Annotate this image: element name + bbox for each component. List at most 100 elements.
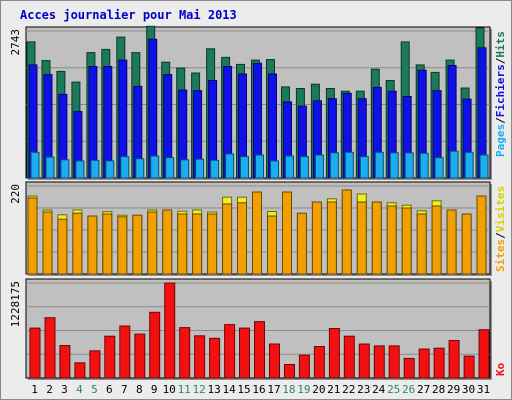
legend-pages: Pages	[494, 124, 507, 157]
traffic-legend: Pages/Fichiers/Hits	[494, 31, 507, 157]
day-label: 16	[252, 383, 265, 396]
bar-ko	[418, 348, 430, 379]
legend-separator: /	[494, 117, 507, 124]
panel-visits: 220	[9, 181, 492, 276]
day-label: 5	[91, 383, 98, 396]
day-label: 8	[136, 383, 143, 396]
max-tick-label: 220	[9, 184, 22, 204]
bar-ko	[478, 329, 490, 379]
bar-pages	[314, 154, 324, 179]
bar-pages	[105, 160, 115, 179]
chart-title: Acces journalier pour Mai 2013	[20, 8, 237, 22]
max-tick-label: 1228175	[9, 281, 22, 327]
bar-ko	[59, 345, 71, 379]
panel-traffic: 2743	[9, 25, 492, 180]
bar-pages	[75, 160, 85, 179]
bar-sites	[42, 211, 53, 275]
bar-sites	[162, 209, 173, 275]
visits-legend: Sites/Visites	[494, 186, 507, 272]
bar-pages	[210, 159, 220, 179]
bar-ko	[104, 335, 116, 379]
day-label: 4	[76, 383, 83, 396]
max-tick-label: 2743	[9, 29, 22, 56]
bar-pages	[404, 152, 414, 179]
bar-pages	[195, 158, 205, 179]
bar-sites	[401, 207, 412, 275]
bar-sites	[27, 197, 38, 275]
bar-ko	[194, 335, 206, 379]
bar-pages	[120, 156, 130, 179]
legend-separator: /	[494, 232, 507, 239]
legend-separator: /	[494, 57, 507, 64]
bar-pages	[389, 152, 399, 179]
bar-pages	[165, 157, 175, 179]
day-label: 27	[417, 383, 430, 396]
bar-ko	[403, 357, 415, 379]
bar-sites	[326, 201, 337, 275]
bar-sites	[341, 189, 352, 275]
bar-pages	[30, 151, 40, 179]
bar-ko	[463, 355, 475, 379]
bar-pages	[419, 152, 429, 179]
day-label: 29	[447, 383, 460, 396]
bar-ko	[298, 354, 310, 379]
bar-ko	[433, 347, 445, 379]
bar-pages	[344, 151, 354, 179]
day-label: 14	[222, 383, 236, 396]
bar-pages	[180, 159, 190, 179]
bar-pages	[359, 156, 369, 179]
bar-ko	[373, 345, 385, 379]
bar-sites	[177, 213, 188, 275]
bar-sites	[446, 209, 457, 275]
bar-sites	[476, 195, 487, 275]
day-label: 26	[402, 383, 415, 396]
bar-pages	[255, 154, 264, 179]
day-label: 30	[462, 383, 475, 396]
bar-pages	[60, 159, 70, 179]
legend-sites: Sites	[494, 239, 507, 272]
bar-pages	[374, 151, 384, 179]
bar-pages	[464, 151, 474, 179]
bar-ko	[269, 343, 280, 379]
bar-pages	[150, 155, 160, 179]
panel-bytes: 1228175	[9, 278, 492, 380]
day-label: 21	[327, 383, 340, 396]
bar-sites	[222, 203, 233, 275]
legend-visites: Visites	[494, 186, 507, 232]
series-pages	[30, 150, 489, 179]
bar-sites	[102, 213, 113, 275]
bar-ko	[313, 346, 325, 379]
legend-hits: Hits	[494, 31, 507, 58]
bar-sites	[386, 205, 397, 275]
series-sites	[27, 189, 487, 275]
bar-ko	[358, 343, 370, 379]
bar-ko	[134, 333, 146, 379]
bar-sites	[237, 202, 247, 275]
bar-ko	[44, 317, 56, 379]
bar-ko	[29, 327, 41, 379]
bar-ko	[119, 325, 131, 379]
bar-sites	[117, 216, 128, 275]
bar-ko	[74, 362, 86, 379]
day-label: 28	[432, 383, 445, 396]
bar-sites	[267, 215, 277, 275]
bar-sites	[147, 211, 158, 275]
day-label: 12	[192, 383, 205, 396]
bar-pages	[329, 152, 339, 179]
bytes-legend: Ko	[494, 362, 507, 376]
day-axis-labels: 1 2 3 4 5 6 7 8 9 10 11 12 13 14 15 16 17 18 19 20 21 22 23 24 2…	[31, 383, 490, 396]
bar-sites	[416, 213, 427, 275]
bar-sites	[371, 201, 382, 275]
day-label: 2	[46, 383, 53, 396]
bar-ko	[239, 327, 250, 379]
day-label: 24	[372, 383, 386, 396]
bar-ko	[149, 311, 161, 379]
legend-ko: Ko	[494, 362, 507, 376]
bar-sites	[461, 213, 472, 275]
bar-sites	[87, 215, 98, 275]
day-label: 17	[267, 383, 280, 396]
day-label: 23	[357, 383, 370, 396]
day-label: 31	[477, 383, 490, 396]
day-label: 11	[178, 383, 191, 396]
